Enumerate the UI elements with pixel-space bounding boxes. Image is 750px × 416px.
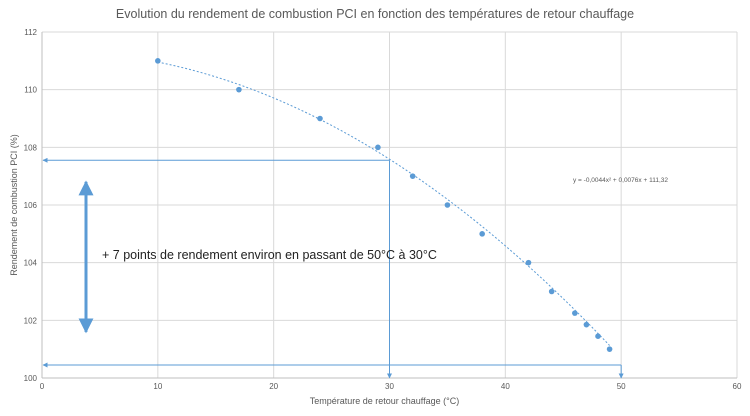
- data-point: [409, 173, 416, 179]
- data-point: [606, 346, 613, 352]
- x-axis-title: Température de retour chauffage (°C): [310, 396, 460, 406]
- x-tick-label: 50: [617, 382, 626, 391]
- data-point: [583, 321, 590, 328]
- x-tick-label: 60: [733, 382, 742, 391]
- y-tick-label: 108: [24, 143, 38, 152]
- data-point: [595, 333, 601, 339]
- data-point: [236, 86, 242, 93]
- x-tick-label: 40: [501, 382, 510, 391]
- x-tick-label: 20: [269, 382, 278, 391]
- trendline-equation: y = -0,0044x² + 0,0076x + 111,32: [573, 177, 668, 184]
- y-tick-label: 100: [24, 374, 38, 383]
- y-tick-label: 104: [24, 259, 38, 268]
- y-tick-label: 110: [24, 86, 37, 95]
- data-point: [155, 58, 161, 64]
- y-tick-label: 112: [24, 28, 37, 37]
- x-tick-label: 0: [40, 382, 45, 391]
- trendline: [157, 61, 610, 346]
- data-point: [375, 144, 381, 151]
- x-tick-label: 30: [385, 382, 394, 391]
- data-point: [572, 310, 578, 316]
- x-tick-label: 10: [153, 382, 162, 391]
- y-tick-label: 102: [24, 316, 38, 325]
- y-tick-label: 106: [24, 201, 38, 210]
- data-point: [317, 115, 323, 122]
- data-point: [548, 288, 555, 295]
- data-point: [525, 259, 532, 266]
- chart-title: Evolution du rendement de combustion PCI…: [115, 7, 635, 21]
- data-point: [444, 202, 451, 208]
- data-point: [479, 231, 485, 237]
- y-axis-title: Rendement de combustion PCI (%): [9, 134, 19, 276]
- annotation-text: + 7 points de rendement environ en passa…: [102, 248, 437, 262]
